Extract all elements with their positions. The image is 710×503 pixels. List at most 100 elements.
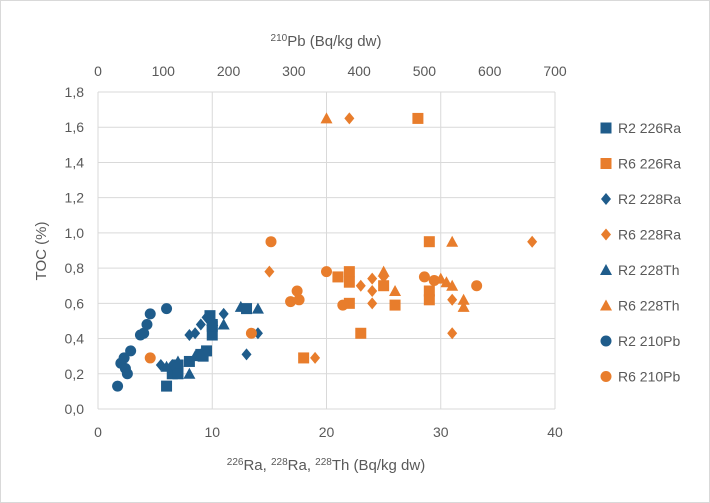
data-point bbox=[217, 318, 230, 330]
x-bottom-tick-label: 30 bbox=[433, 424, 449, 440]
data-point bbox=[355, 327, 367, 339]
data-point bbox=[378, 280, 390, 292]
data-point bbox=[343, 297, 355, 309]
y-tick-label: 0,4 bbox=[65, 331, 85, 347]
x-bottom-tick-label: 10 bbox=[204, 424, 220, 440]
axis-title-text: Ra, bbox=[243, 457, 271, 474]
legend-label: R2 228Ra bbox=[618, 191, 681, 207]
data-point bbox=[125, 345, 137, 357]
data-point bbox=[241, 348, 252, 361]
legend-entry: R2 228Ra bbox=[601, 191, 681, 207]
data-point bbox=[367, 285, 378, 298]
legend-marker bbox=[600, 335, 612, 347]
data-point bbox=[183, 367, 196, 379]
axis-title-text: Ra, bbox=[288, 457, 316, 474]
series-r6-228ra bbox=[264, 112, 538, 364]
legend-marker bbox=[601, 193, 611, 205]
data-point bbox=[218, 307, 229, 320]
data-point bbox=[166, 368, 178, 380]
data-point bbox=[201, 311, 212, 324]
data-point bbox=[118, 352, 130, 364]
x-axis-bottom-ticks: 0 10 20 30 40 bbox=[94, 424, 563, 440]
y-tick-label: 1,2 bbox=[65, 190, 85, 206]
data-point bbox=[251, 302, 264, 314]
x-axis-top-ticks: 0 100 200 300 400 500 600 700 bbox=[94, 63, 567, 79]
data-point bbox=[160, 360, 173, 372]
data-point bbox=[293, 294, 305, 306]
data-point bbox=[423, 285, 435, 297]
data-point bbox=[245, 327, 257, 339]
data-point bbox=[446, 279, 459, 291]
x-top-tick-label: 700 bbox=[543, 63, 567, 79]
x-axis-bottom-title: 226Ra, 228Ra, 228Th (Bq/kg dw) bbox=[227, 457, 425, 475]
data-point bbox=[241, 303, 253, 315]
y-tick-label: 0,8 bbox=[65, 260, 85, 276]
data-point bbox=[355, 279, 366, 292]
legend-entry: R6 228Ra bbox=[601, 227, 681, 243]
data-point bbox=[343, 266, 355, 278]
data-point bbox=[446, 235, 459, 247]
isotope-superscript: 226 bbox=[227, 457, 244, 468]
x-top-tick-label: 300 bbox=[282, 63, 306, 79]
legend-marker bbox=[600, 371, 612, 382]
data-point bbox=[234, 300, 247, 312]
x-top-tick-label: 100 bbox=[152, 63, 176, 79]
data-point bbox=[471, 280, 483, 292]
data-point bbox=[171, 355, 184, 367]
data-point bbox=[389, 285, 402, 297]
legend-marker bbox=[601, 228, 611, 241]
data-point bbox=[412, 112, 424, 124]
axis-title-text: Th (Bq/kg dw) bbox=[332, 457, 425, 474]
data-point bbox=[144, 352, 156, 364]
series-r2-228th bbox=[160, 300, 264, 379]
data-point bbox=[418, 271, 430, 283]
data-point bbox=[447, 293, 458, 306]
data-point bbox=[367, 297, 378, 310]
data-point bbox=[428, 274, 440, 286]
legend-entry: R6 226Ra bbox=[600, 156, 681, 172]
data-point bbox=[291, 285, 303, 297]
data-point bbox=[144, 308, 156, 320]
data-point bbox=[141, 318, 153, 330]
legend-label: R6 228Ra bbox=[618, 227, 681, 243]
isotope-superscript: 228 bbox=[315, 457, 332, 468]
legend-marker bbox=[600, 299, 612, 311]
data-point bbox=[298, 352, 310, 364]
data-point bbox=[527, 235, 538, 248]
data-point bbox=[285, 296, 297, 308]
legend-entry: R6 228Th bbox=[600, 298, 679, 314]
data-point bbox=[344, 112, 355, 125]
legend-marker bbox=[600, 158, 612, 169]
series-r2-210pb bbox=[112, 303, 173, 392]
data-point bbox=[206, 329, 218, 341]
y-tick-label: 1,0 bbox=[65, 225, 85, 241]
x-bottom-tick-label: 0 bbox=[94, 424, 102, 440]
data-point bbox=[183, 355, 195, 367]
data-point bbox=[195, 318, 206, 331]
legend-label: R2 226Ra bbox=[618, 120, 681, 136]
data-point bbox=[423, 236, 435, 248]
isotope-superscript: 210 bbox=[271, 33, 288, 44]
legend: R2 226Ra R6 226Ra R2 228Ra R6 228Ra R2 228Th… bbox=[600, 120, 681, 385]
series-r6-210pb bbox=[144, 236, 483, 364]
y-tick-label: 0,0 bbox=[65, 401, 85, 417]
legend-label: R2 228Th bbox=[618, 262, 679, 278]
y-tick-label: 1,8 bbox=[65, 84, 85, 100]
data-point bbox=[457, 300, 470, 312]
data-point bbox=[265, 236, 277, 248]
y-tick-label: 1,4 bbox=[65, 154, 85, 170]
data-point bbox=[172, 368, 184, 380]
data-point bbox=[138, 327, 150, 339]
x-top-tick-label: 200 bbox=[217, 63, 241, 79]
data-point bbox=[389, 299, 401, 311]
data-point bbox=[161, 303, 173, 315]
data-point bbox=[447, 327, 458, 340]
legend-label: R2 210Pb bbox=[618, 333, 680, 349]
legend-label: R6 210Pb bbox=[618, 369, 680, 385]
y-tick-label: 0,6 bbox=[65, 295, 85, 311]
data-point bbox=[252, 327, 263, 340]
legend-entry: R6 210Pb bbox=[600, 369, 680, 385]
data-points bbox=[112, 112, 538, 392]
